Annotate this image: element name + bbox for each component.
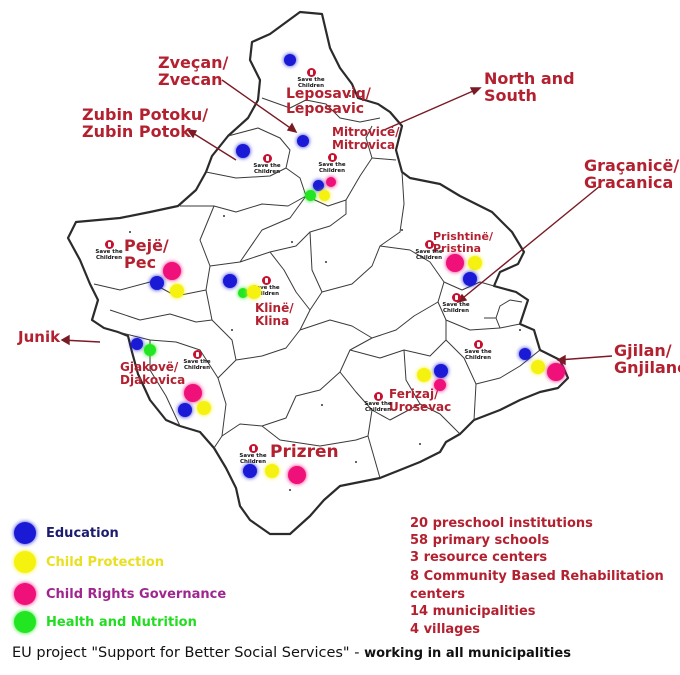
program-marker	[547, 363, 565, 381]
footer-caption: EU project "Support for Better Social Se…	[12, 645, 571, 661]
save-the-children-icon	[306, 68, 316, 77]
program-marker	[197, 401, 211, 415]
stat-item: 58 primary schools	[410, 533, 550, 548]
footer-bold: working in all municipalities	[364, 646, 571, 661]
program-marker	[304, 189, 316, 201]
stat-item: 3 resource centers	[410, 550, 548, 565]
save-the-children-logo: Save the Children	[463, 340, 493, 362]
program-marker	[150, 276, 164, 290]
program-marker	[326, 177, 336, 187]
label-zubin-potok: Zubin Potoku/ Zubin Potok	[82, 105, 209, 141]
label-prizren: Prizren	[270, 442, 339, 462]
save-the-children-logo: Save the Children	[414, 240, 444, 262]
legend-child-rights-dot	[14, 583, 36, 605]
label-mitrovice: Mitrovicë/ Mitrovica	[332, 125, 400, 152]
program-marker	[417, 368, 431, 382]
program-marker	[131, 338, 143, 350]
footer-main: EU project "Support for Better Social Se…	[12, 645, 365, 661]
program-marker	[312, 179, 324, 191]
program-marker	[463, 272, 477, 286]
program-marker	[178, 403, 192, 417]
stat-item: 14 municipalities	[410, 604, 536, 619]
program-marker	[318, 189, 330, 201]
program-marker	[434, 364, 448, 378]
save-the-children-logo: Save the Children	[182, 350, 212, 372]
save-the-children-icon	[104, 240, 114, 249]
label-leposaviq: Leposaviq/ Leposavic	[286, 86, 371, 117]
municipal-boundaries	[93, 97, 541, 479]
program-marker	[184, 384, 202, 402]
program-marker	[223, 274, 237, 288]
save-the-children-icon	[451, 293, 461, 302]
program-marker	[297, 135, 309, 147]
program-marker	[434, 379, 446, 391]
program-marker	[531, 360, 545, 374]
label-gjilan: Gjilan/ Gnjilane	[614, 341, 680, 377]
save-the-children-logo: Save the Children	[94, 240, 124, 262]
label-gracanice: Graçanicë/ Gracanica	[584, 156, 680, 192]
save-the-children-icon	[327, 153, 337, 162]
callout-arrows	[60, 79, 613, 366]
stat-item: centers	[410, 587, 465, 602]
country-border	[66, 10, 570, 536]
program-marker	[170, 284, 184, 298]
program-marker	[238, 288, 248, 298]
label-prishtine: Prishtinë/ Pristina	[433, 230, 493, 255]
save-the-children-icon	[261, 276, 271, 285]
program-marker	[519, 348, 531, 360]
program-marker	[144, 344, 156, 356]
legend-health-dot	[14, 611, 36, 633]
save-the-children-logo: Save the Children	[441, 293, 471, 315]
program-marker	[163, 262, 181, 280]
legend-education-label: Education	[46, 526, 119, 541]
program-marker	[236, 144, 250, 158]
village-dots	[129, 95, 521, 491]
save-the-children-icon	[473, 340, 483, 349]
label-ferizaj: Ferizaj/ Urosevac	[389, 387, 452, 414]
program-marker	[243, 464, 257, 478]
save-the-children-icon	[192, 350, 202, 359]
label-kline: Klinë/ Klina	[255, 301, 294, 328]
label-gjakove: Gjakovë/ Djakovica	[120, 360, 186, 387]
legend-education-dot	[14, 522, 36, 544]
save-the-children-icon	[262, 154, 272, 163]
legend-child-rights-label: Child Rights Governance	[46, 587, 227, 602]
save-the-children-logo: Save the Children	[238, 444, 268, 466]
save-the-children-logo: Save the Children	[296, 68, 326, 90]
legend-health-label: Health and Nutrition	[46, 615, 197, 630]
legend-child-protection-label: Child Protection	[46, 555, 165, 570]
legend-child-protection-dot	[14, 551, 36, 573]
label-zvecan: Zveçan/ Zvecan	[158, 53, 229, 89]
program-marker	[284, 54, 296, 66]
stat-item: 4 villages	[410, 622, 481, 637]
label-peje: Pejë/ Pec	[124, 236, 169, 272]
program-marker	[265, 464, 279, 478]
save-the-children-icon	[424, 240, 434, 249]
save-the-children-logo: Save the Children	[317, 153, 347, 175]
label-junik: Junik	[18, 328, 61, 346]
stat-item: 8 Community Based Rehabilitation	[410, 569, 664, 584]
program-marker	[468, 256, 482, 270]
save-the-children-icon	[248, 444, 258, 453]
program-marker	[288, 466, 306, 484]
stat-item: 20 preschool institutions	[410, 516, 593, 531]
program-marker	[446, 254, 464, 272]
label-north-south: North and South	[484, 69, 575, 105]
save-the-children-logo: Save the Children	[363, 392, 393, 414]
save-the-children-logo: Save the Children	[252, 154, 282, 176]
save-the-children-icon	[373, 392, 383, 401]
program-marker	[247, 285, 261, 299]
